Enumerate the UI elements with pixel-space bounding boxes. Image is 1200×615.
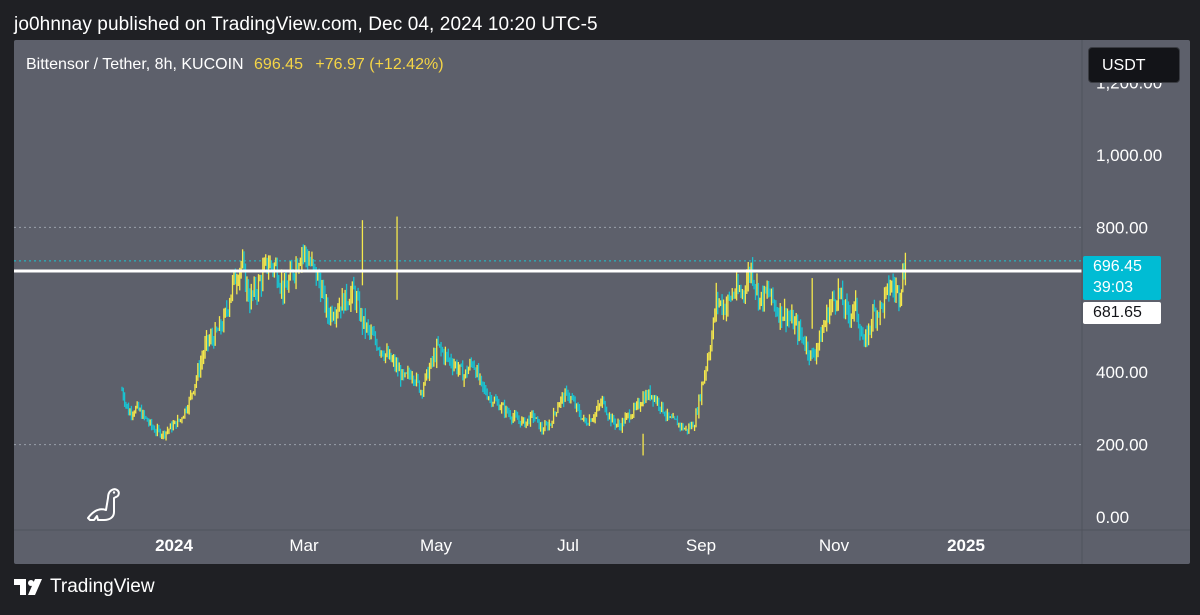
x-tick-label: 2025 — [947, 536, 985, 555]
publish-info: jo0hnnay published on TradingView.com, D… — [14, 14, 598, 35]
footer-brand[interactable]: TradingView — [14, 576, 155, 598]
y-tick-label: 800.00 — [1096, 218, 1148, 237]
x-tick-label: Sep — [686, 536, 716, 555]
x-tick-label: Nov — [819, 536, 850, 555]
tradingview-logo-icon — [14, 579, 42, 595]
tick-labels: 1,200.001,000.00800.00400.00200.000.0020… — [155, 74, 1162, 555]
brand-name: TradingView — [50, 576, 155, 597]
x-tick-label: Jul — [557, 536, 579, 555]
y-tick-label: 0.00 — [1096, 508, 1129, 527]
last-price-value: 696.45 — [1093, 258, 1142, 275]
last-price-tag: 696.45 39:03 — [1083, 256, 1161, 300]
horizontal-level-tag: 681.65 — [1083, 302, 1161, 324]
x-tick-label: Mar — [289, 536, 319, 555]
legend-price: 696.45 — [254, 56, 303, 73]
chart-panel[interactable]: 1,200.001,000.00800.00400.00200.000.0020… — [14, 40, 1190, 564]
currency-button[interactable]: USDT — [1088, 47, 1180, 83]
y-tick-label: 1,000.00 — [1096, 146, 1162, 165]
price-chart[interactable]: 1,200.001,000.00800.00400.00200.000.0020… — [14, 40, 1190, 564]
y-tick-label: 200.00 — [1096, 436, 1148, 455]
legend-change: +76.97 (+12.42%) — [315, 56, 444, 73]
dinosaur-icon — [87, 488, 120, 521]
y-tick-label: 400.00 — [1096, 363, 1148, 382]
x-tick-label: 2024 — [155, 536, 193, 555]
axes — [14, 40, 1190, 564]
x-tick-label: May — [420, 536, 453, 555]
bar-countdown: 39:03 — [1093, 279, 1134, 296]
candles — [14, 216, 1082, 456]
grid-layer — [14, 226, 1082, 446]
symbol-legend[interactable]: Bittensor / Tether, 8h, KUCOIN 696.45 +7… — [26, 56, 444, 74]
symbol-label: Bittensor / Tether, 8h, KUCOIN — [26, 56, 244, 73]
